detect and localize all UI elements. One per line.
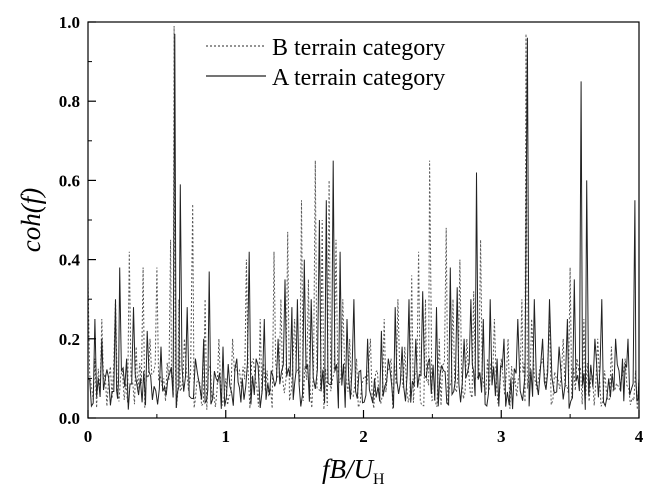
y-tick-label: 0.8 [59, 92, 80, 111]
legend: B terrain category A terrain category [206, 35, 445, 91]
y-tick-label: 0.6 [59, 171, 80, 190]
x-tick-label: 0 [84, 427, 93, 446]
ticks-layer: 0 1 2 3 4 0.0 0.2 0.4 0.6 0.8 1.0 [59, 13, 644, 446]
y-tick-label: 1.0 [59, 13, 80, 32]
y-tick-label: 0.2 [59, 330, 80, 349]
y-tick-label: 0.4 [59, 251, 81, 270]
x-tick-label: 3 [497, 427, 506, 446]
legend-label-a: A terrain category [272, 65, 445, 91]
y-axis-title: coh(f) [16, 188, 46, 252]
x-tick-label: 1 [222, 427, 231, 446]
legend-label-b: B terrain category [272, 35, 445, 61]
x-axis-title: fB/UH [322, 454, 385, 488]
x-tick-label: 2 [359, 427, 368, 446]
x-axis-title-subscript: H [373, 471, 385, 488]
series-layer [87, 25, 640, 410]
x-axis-title-main: fB/U [322, 454, 374, 484]
y-tick-label: 0.0 [59, 409, 80, 428]
x-tick-label: 4 [635, 427, 644, 446]
series-line-1 [87, 33, 640, 410]
